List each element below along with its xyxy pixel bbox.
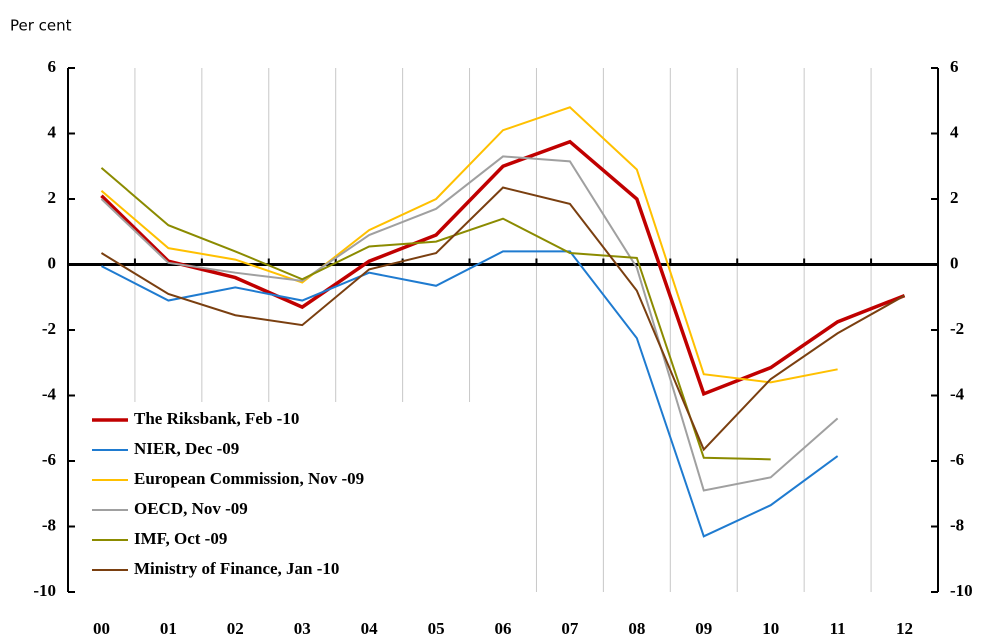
x-tick-label: 07 [561,619,579,638]
legend-label: IMF, Oct -09 [134,529,227,548]
y2-tick-label: 0 [950,253,959,272]
legend-box [80,402,480,592]
x-tick-label: 04 [361,619,379,638]
x-tick-label: 02 [227,619,244,638]
y2-tick-label: -4 [950,384,965,403]
x-tick-label: 09 [695,619,712,638]
y-axis-label: Per cent [10,17,72,35]
y2-tick-label: 6 [950,57,959,76]
y-tick-label: -4 [42,384,57,403]
legend-label: OECD, Nov -09 [134,499,248,518]
y2-tick-label: -6 [950,450,964,469]
legend-label: The Riksbank, Feb -10 [134,409,299,428]
x-tick-label: 01 [160,619,177,638]
x-tick-label: 10 [762,619,779,638]
y-tick-label: -8 [42,515,56,534]
y-tick-label: 4 [48,122,57,141]
y2-tick-label: 2 [950,188,959,207]
x-tick-label: 05 [428,619,445,638]
x-tick-label: 08 [628,619,645,638]
y-tick-label: -2 [42,319,56,338]
y2-tick-label: -8 [950,515,964,534]
series-line [100,139,906,397]
y-tick-label: -10 [33,581,56,600]
series-line [100,155,839,492]
y-tick-label: 0 [48,253,57,272]
series-line [101,250,839,538]
legend-label: European Commission, Nov -09 [134,469,364,488]
x-tick-label: 06 [495,619,512,638]
y-tick-label: -6 [42,450,56,469]
x-tick-label: 12 [896,619,913,638]
y-tick-label: 6 [48,57,57,76]
y2-tick-label: 4 [950,122,959,141]
y-tick-label: 2 [48,188,57,207]
x-tick-label: 00 [93,619,110,638]
legend-label: Ministry of Finance, Jan -10 [134,559,339,578]
series-line [100,167,771,461]
series-line [100,186,906,452]
y2-tick-label: -10 [950,581,973,600]
series-line [100,106,838,384]
legend-label: NIER, Dec -09 [134,439,239,458]
x-tick-label: 03 [294,619,311,638]
x-tick-label: 11 [830,619,846,638]
y2-tick-label: -2 [950,319,964,338]
